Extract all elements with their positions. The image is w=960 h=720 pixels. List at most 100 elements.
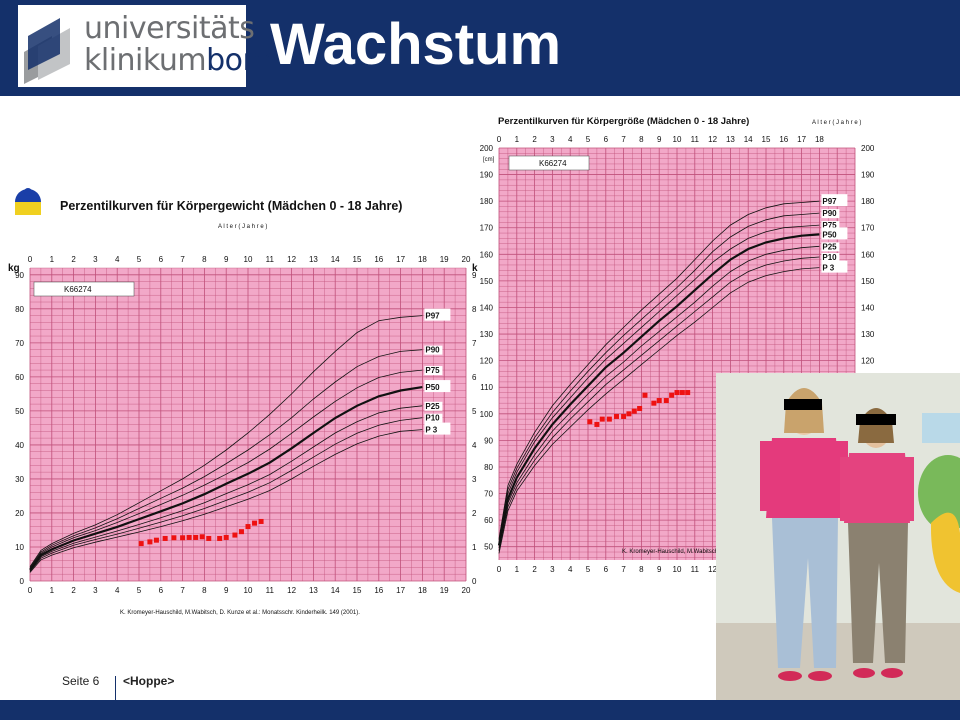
- height-x-tick: 13: [726, 135, 735, 144]
- weight-x-tick: 10: [244, 255, 253, 264]
- height-y-tick: 160: [480, 250, 494, 259]
- height-legend-p25: P25: [822, 242, 837, 251]
- weight-y-tick: 20: [15, 509, 24, 518]
- height-y-tick: 100: [480, 410, 494, 419]
- height-y-tick: 140: [480, 303, 494, 312]
- height-patient-point: [685, 390, 691, 396]
- height-patient-point: [599, 416, 605, 422]
- author-label: <Hoppe>: [123, 674, 175, 688]
- weight-ylabel-right: k: [472, 263, 478, 274]
- weight-patient-point: [199, 534, 205, 540]
- weight-grid: [29, 267, 467, 582]
- weight-patient-point: [147, 539, 153, 545]
- weight-x-tick: 9: [224, 255, 229, 264]
- weight-patient-id: K66274: [64, 285, 92, 294]
- height-patient-point: [594, 421, 600, 427]
- weight-y-tick-right: 1: [472, 543, 477, 552]
- weight-y-tick-right: 7: [472, 339, 477, 348]
- height-y-tick: 130: [480, 330, 494, 339]
- height-y-tick-right: 180: [861, 197, 875, 206]
- height-x-tick-bottom: 9: [657, 565, 662, 574]
- height-legend-p97: P97: [822, 197, 837, 206]
- height-patient-point: [663, 398, 669, 404]
- weight-x-tick: 8: [202, 255, 207, 264]
- height-y-tick: 180: [480, 197, 494, 206]
- weight-x-tick: 1: [50, 255, 55, 264]
- weight-x-tick: 11: [266, 255, 275, 264]
- weight-y-tick: 70: [15, 339, 24, 348]
- weight-x-tick: 16: [374, 255, 383, 264]
- university-logo: universitäts klinikumbonn: [18, 5, 280, 87]
- height-legend-p3: P 3: [822, 264, 834, 273]
- logo-line-2-b: bonn: [206, 43, 280, 78]
- footer-divider: [115, 676, 116, 720]
- height-patient-point: [626, 411, 632, 417]
- weight-x-tick: 4: [115, 255, 120, 264]
- weight-x-tick-bottom: 13: [309, 586, 318, 595]
- height-x-tick: 3: [550, 135, 555, 144]
- height-y-tick: 200: [480, 144, 494, 153]
- weight-chart: Perzentilkurven für Körpergewicht (Mädch…: [8, 188, 478, 616]
- height-patient-point: [674, 390, 680, 396]
- weight-x-tick: 17: [396, 255, 405, 264]
- weight-y-tick: 0: [20, 577, 25, 586]
- weight-x-tick-bottom: 10: [244, 586, 253, 595]
- weight-legend-bg: [424, 422, 451, 435]
- weight-y-tick-right: 4: [472, 441, 477, 450]
- height-y-tick: 90: [484, 436, 493, 445]
- height-unit-label: [cm]: [483, 157, 495, 163]
- height-chart-citation: K. Kromeyer-Hauschild, M.Wabitsch,: [622, 549, 720, 555]
- height-x-tick: 12: [708, 135, 717, 144]
- weight-x-tick-bottom: 16: [374, 586, 383, 595]
- height-x-tick: 2: [532, 135, 537, 144]
- weight-x-tick-bottom: 12: [287, 586, 296, 595]
- weight-x-tick-bottom: 0: [28, 586, 33, 595]
- height-x-tick: 4: [568, 135, 573, 144]
- height-series-p97: [498, 200, 820, 539]
- height-chart-title: Perzentilkurven für Körpergröße (Mädchen…: [498, 116, 749, 127]
- height-y-tick-right: 160: [861, 250, 875, 259]
- height-y-tick: 80: [484, 463, 493, 472]
- weight-legend-p90: P90: [425, 346, 440, 355]
- weight-chart-title: Perzentilkurven für Körpergewicht (Mädch…: [60, 199, 402, 213]
- weight-chart-header: Perzentilkurven für Körpergewicht (Mädch…: [15, 188, 402, 230]
- weight-x-tick-bottom: 1: [50, 586, 55, 595]
- weight-ylabel-left: kg: [8, 263, 20, 274]
- logo-line-2-a: klinikum: [84, 43, 207, 78]
- weight-y-tick: 60: [15, 373, 24, 382]
- height-series-p75: [498, 224, 820, 543]
- height-grid: [498, 147, 856, 560]
- height-x-tick: 0: [497, 135, 502, 144]
- weight-legend-p50: P50: [425, 383, 440, 392]
- weight-y-tick-right: 3: [472, 475, 477, 484]
- height-y-tick-right: 200: [861, 144, 875, 153]
- height-legend-bg: [821, 242, 840, 252]
- weight-x-tick-bottom: 2: [71, 586, 76, 595]
- weight-series-p3: [29, 429, 423, 573]
- weight-x-tick-bottom: 8: [202, 586, 207, 595]
- height-x-tick-bottom: 3: [550, 565, 555, 574]
- height-y-tick: 170: [480, 224, 494, 233]
- height-x-tick-bottom: 8: [639, 565, 644, 574]
- height-x-tick: 17: [797, 135, 806, 144]
- height-x-tick-bottom: 4: [568, 565, 573, 574]
- weight-y-tick-right: 5: [472, 407, 477, 416]
- height-x-tick: 11: [691, 135, 700, 144]
- height-x-tick-bottom: 11: [691, 565, 700, 574]
- height-x-tick-bottom: 5: [586, 565, 591, 574]
- height-legend-bg: [821, 194, 848, 207]
- height-y-tick-right: 190: [861, 171, 875, 180]
- weight-legend-p10: P10: [425, 414, 440, 423]
- height-x-tick: 9: [657, 135, 662, 144]
- weight-y-tick: 90: [15, 271, 24, 280]
- weight-x-tick-bottom: 15: [353, 586, 362, 595]
- height-x-tick-bottom: 2: [532, 565, 537, 574]
- weight-x-tick: 2: [71, 255, 76, 264]
- weight-patient-point: [245, 524, 251, 530]
- weight-patient-point: [232, 532, 238, 538]
- height-patient-point: [642, 392, 648, 398]
- weight-y-tick: 40: [15, 441, 24, 450]
- height-y-tick-right: 120: [861, 357, 875, 366]
- weight-legend-p25: P25: [425, 402, 440, 411]
- height-x-tick-bottom: 7: [621, 565, 626, 574]
